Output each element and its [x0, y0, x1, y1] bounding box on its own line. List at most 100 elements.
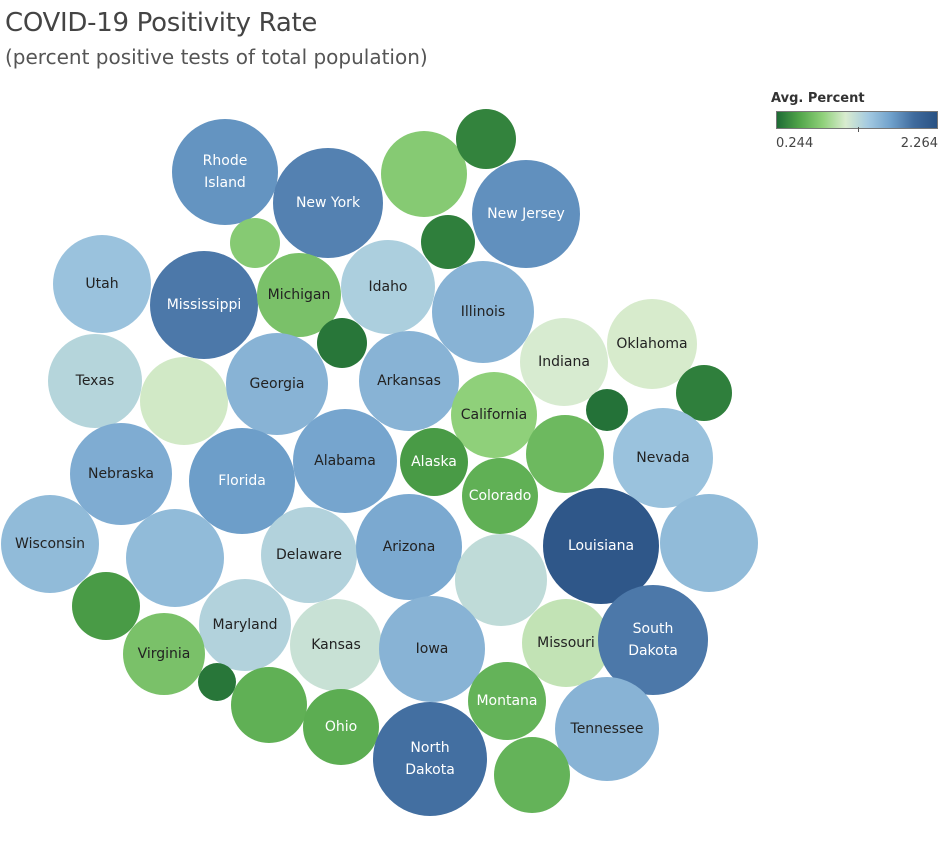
bubble-unlabeled-22[interactable] [676, 365, 732, 421]
bubble-maryland-group[interactable]: Maryland [199, 579, 291, 671]
bubble-michigan-group[interactable]: Michigan [257, 253, 341, 337]
bubble-oklahoma-group[interactable]: Oklahoma [607, 299, 697, 389]
bubble-alaska[interactable] [400, 428, 468, 496]
bubble-arizona[interactable] [356, 494, 462, 600]
bubble-alaska-group[interactable]: Alaska [400, 428, 468, 496]
bubble-oklahoma[interactable] [607, 299, 697, 389]
bubble-iowa[interactable] [379, 596, 485, 702]
bubble-unlabeled-37[interactable] [72, 572, 140, 640]
bubble-south-dakota[interactable] [598, 585, 708, 695]
bubble-new-york[interactable] [273, 148, 383, 258]
bubble-indiana-group[interactable]: Indiana [520, 318, 608, 406]
bubble-indiana[interactable] [520, 318, 608, 406]
bubble-unlabeled-28[interactable] [526, 415, 604, 493]
bubble-missouri-group[interactable]: Missouri [522, 599, 610, 687]
bubble-mississippi-group[interactable]: Mississippi [150, 251, 258, 359]
bubble-ohio[interactable] [303, 689, 379, 765]
bubble-unlabeled-13-group[interactable] [317, 318, 367, 368]
bubble-texas-group[interactable]: Texas [48, 334, 142, 428]
legend-color-ramp[interactable] [776, 111, 938, 129]
bubble-unlabeled-21[interactable] [586, 389, 628, 431]
bubble-illinois-group[interactable]: Illinois [432, 261, 534, 363]
bubble-unlabeled-3-group[interactable] [456, 109, 516, 169]
bubble-unlabeled-31-group[interactable] [126, 509, 224, 607]
bubble-unlabeled-21-group[interactable] [586, 389, 628, 431]
bubble-unlabeled-36-group[interactable] [660, 494, 758, 592]
bubble-unlabeled-13[interactable] [317, 318, 367, 368]
bubble-montana-group[interactable]: Montana [468, 662, 546, 740]
bubble-unlabeled-22-group[interactable] [676, 365, 732, 421]
bubble-unlabeled-37-group[interactable] [72, 572, 140, 640]
bubble-georgia-group[interactable]: Georgia [226, 333, 328, 435]
bubble-delaware[interactable] [261, 507, 357, 603]
bubble-unlabeled-45[interactable] [231, 667, 307, 743]
bubble-unlabeled-50[interactable] [494, 737, 570, 813]
bubble-colorado-group[interactable]: Colorado [462, 458, 538, 534]
bubble-ohio-group[interactable]: Ohio [303, 689, 379, 765]
bubble-north-dakota-group[interactable]: North Dakota [373, 702, 487, 816]
bubble-south-dakota-group[interactable]: South Dakota [598, 585, 708, 695]
bubble-idaho-group[interactable]: Idaho [341, 240, 435, 334]
bubble-unlabeled-36[interactable] [660, 494, 758, 592]
bubble-new-york-group[interactable]: New York [273, 148, 383, 258]
bubble-louisiana[interactable] [543, 488, 659, 604]
bubble-florida-group[interactable]: Florida [189, 428, 295, 534]
bubble-california-group[interactable]: California [451, 372, 537, 458]
bubble-utah-group[interactable]: Utah [53, 235, 151, 333]
bubble-unlabeled-6-group[interactable] [421, 215, 475, 269]
bubble-georgia[interactable] [226, 333, 328, 435]
bubble-unlabeled-17[interactable] [140, 357, 228, 445]
bubble-utah[interactable] [53, 235, 151, 333]
bubble-rhode-island[interactable] [172, 119, 278, 225]
bubble-unlabeled-3[interactable] [456, 109, 516, 169]
bubble-arkansas[interactable] [359, 331, 459, 431]
bubble-arizona-group[interactable]: Arizona [356, 494, 462, 600]
bubble-louisiana-group[interactable]: Louisiana [543, 488, 659, 604]
bubble-wisconsin-group[interactable]: Wisconsin [1, 495, 99, 593]
bubble-florida[interactable] [189, 428, 295, 534]
bubble-mississippi[interactable] [150, 251, 258, 359]
bubble-unlabeled-45-group[interactable] [231, 667, 307, 743]
bubble-unlabeled-31[interactable] [126, 509, 224, 607]
bubble-nevada-group[interactable]: Nevada [613, 408, 713, 508]
bubble-unlabeled-44[interactable] [198, 663, 236, 701]
bubble-new-jersey-group[interactable]: New Jersey [472, 160, 580, 268]
bubble-new-jersey[interactable] [472, 160, 580, 268]
bubble-nevada[interactable] [613, 408, 713, 508]
bubble-delaware-group[interactable]: Delaware [261, 507, 357, 603]
bubble-kansas[interactable] [290, 599, 382, 691]
bubble-alabama[interactable] [293, 409, 397, 513]
bubble-maryland[interactable] [199, 579, 291, 671]
bubble-unlabeled-34[interactable] [455, 534, 547, 626]
bubble-unlabeled-34-group[interactable] [455, 534, 547, 626]
bubble-virginia[interactable] [123, 613, 205, 695]
bubble-unlabeled-7-group[interactable] [230, 218, 280, 268]
bubble-tennessee-group[interactable]: Tennessee [555, 677, 659, 781]
bubble-arkansas-group[interactable]: Arkansas [359, 331, 459, 431]
bubble-unlabeled-28-group[interactable] [526, 415, 604, 493]
bubble-nebraska[interactable] [70, 423, 172, 525]
bubble-kansas-group[interactable]: Kansas [290, 599, 382, 691]
bubble-tennessee[interactable] [555, 677, 659, 781]
bubble-rhode-island-group[interactable]: Rhode Island [172, 119, 278, 225]
bubble-missouri[interactable] [522, 599, 610, 687]
bubble-unlabeled-2[interactable] [381, 131, 467, 217]
bubble-colorado[interactable] [462, 458, 538, 534]
bubble-iowa-group[interactable]: Iowa [379, 596, 485, 702]
bubble-montana[interactable] [468, 662, 546, 740]
bubble-unlabeled-7[interactable] [230, 218, 280, 268]
bubble-alabama-group[interactable]: Alabama [293, 409, 397, 513]
bubble-texas[interactable] [48, 334, 142, 428]
bubble-unlabeled-2-group[interactable] [381, 131, 467, 217]
bubble-virginia-group[interactable]: Virginia [123, 613, 205, 695]
bubble-north-dakota[interactable] [373, 702, 487, 816]
bubble-california[interactable] [451, 372, 537, 458]
bubble-unlabeled-44-group[interactable] [198, 663, 236, 701]
bubble-michigan[interactable] [257, 253, 341, 337]
bubble-nebraska-group[interactable]: Nebraska [70, 423, 172, 525]
bubble-wisconsin[interactable] [1, 495, 99, 593]
bubble-unlabeled-17-group[interactable] [140, 357, 228, 445]
bubble-illinois[interactable] [432, 261, 534, 363]
bubble-unlabeled-6[interactable] [421, 215, 475, 269]
bubble-idaho[interactable] [341, 240, 435, 334]
